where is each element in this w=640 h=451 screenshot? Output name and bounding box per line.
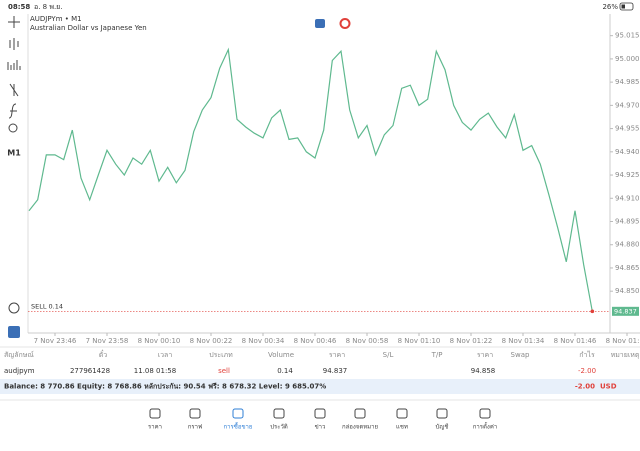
x-tick-label: 8 Nov 01:58 — [606, 337, 640, 345]
battery-level — [621, 4, 625, 9]
price-tag-label: 94.837 — [614, 307, 637, 315]
y-tick-label: 94.910 — [615, 194, 640, 202]
trade-tool[interactable] — [8, 302, 20, 314]
column-header: เวลา — [158, 351, 173, 359]
cell-profit[interactable]: -2.00 — [578, 367, 596, 375]
column-header: ประเภท — [209, 351, 233, 359]
nav-label[interactable]: กราฟ — [188, 424, 202, 431]
y-tick-label: 94.880 — [615, 241, 640, 249]
bottom-nav: ราคา กราฟ การซื้อขาย ประวัติ ข่าว กล่องจดหมาย… — [148, 408, 497, 431]
y-tick-label: 94.925 — [615, 171, 640, 179]
column-header: Volume — [268, 351, 294, 359]
column-header: ราคา — [329, 351, 345, 359]
indicator-tool[interactable] — [7, 60, 21, 70]
left-toolbar — [7, 16, 21, 314]
column-header: ตั๋ว — [99, 350, 108, 359]
signal-button[interactable] — [339, 18, 351, 29]
x-tick-label: 7 Nov 23:58 — [86, 337, 129, 345]
status-date: อ. 8 พ.ย. — [34, 3, 63, 11]
balance-text: Balance: 8 770.86 Equity: 8 768.86 หลักป… — [4, 383, 326, 391]
y-tick-label: 94.850 — [615, 287, 640, 295]
x-tick-label: 8 Nov 01:46 — [554, 337, 597, 345]
balance-bar — [0, 379, 640, 394]
x-tick-label: 8 Nov 01:34 — [502, 337, 545, 345]
x-tick-label: 8 Nov 00:10 — [138, 337, 181, 345]
nav-icon[interactable] — [436, 408, 448, 419]
column-header: S/L — [383, 351, 394, 359]
crosshair-tool[interactable] — [8, 16, 20, 28]
battery-icon — [619, 2, 634, 11]
column-header: ราคา — [477, 351, 493, 359]
position-label: SELL 0.14 — [31, 302, 63, 310]
y-tick-label: 95.015 — [615, 32, 640, 40]
cell-time[interactable]: 11.08 01:58 — [134, 367, 176, 375]
balance-profit: -2.00 — [575, 383, 595, 391]
x-tick-label: 8 Nov 01:10 — [398, 337, 441, 345]
function-tool[interactable] — [8, 103, 17, 119]
nav-label[interactable]: แชท — [396, 424, 408, 431]
nav-icon[interactable] — [314, 408, 326, 419]
y-tick-label: 94.955 — [615, 125, 640, 133]
cell-type[interactable]: sell — [218, 367, 230, 375]
cell-ticket[interactable]: 277961428 — [70, 367, 110, 375]
balance-currency: USD — [600, 383, 617, 391]
nav-icon[interactable] — [232, 408, 244, 419]
nav-label[interactable]: ราคา — [148, 424, 162, 431]
column-header: หมายเหตุ — [611, 351, 640, 359]
last-point — [590, 309, 595, 314]
x-tick-label: 8 Nov 00:58 — [346, 337, 389, 345]
y-tick-label: 94.895 — [615, 218, 640, 226]
positions-table: สัญลักษณ์ ตั๋ว เวลา ประเภท Volume ราคา S/L T/P ร… — [4, 350, 640, 375]
chart-title: AUDJPYm • M1 — [30, 15, 82, 23]
nav-label[interactable]: กล่องจดหมาย — [342, 424, 378, 431]
nav-icon[interactable] — [189, 408, 201, 419]
column-header: สัญลักษณ์ — [4, 351, 34, 359]
x-tick-label: 8 Nov 00:46 — [294, 337, 337, 345]
cell-symbol[interactable]: audjpym — [4, 367, 35, 375]
nav-icon[interactable] — [354, 408, 366, 419]
nav-label[interactable]: การซื้อขาย — [224, 421, 253, 431]
x-tick-label: 8 Nov 00:22 — [190, 337, 233, 345]
nav-label[interactable]: บัญชี — [436, 423, 449, 431]
column-header: T/P — [431, 351, 443, 359]
cell-price-current[interactable]: 94.858 — [471, 367, 496, 375]
price-tag — [612, 306, 639, 316]
chart-subtitle: Australian Dollar vs Japanese Yen — [30, 24, 147, 32]
drawing-tool[interactable] — [9, 83, 19, 97]
y-tick-label: 94.865 — [615, 264, 640, 272]
nav-icon[interactable] — [396, 408, 408, 419]
column-header: กำไร — [579, 350, 595, 359]
status-time: 08:58 — [8, 3, 30, 11]
y-tick-label: 94.970 — [615, 101, 640, 109]
one-click-toggle[interactable] — [8, 326, 20, 338]
y-tick-label: 95.000 — [615, 55, 640, 63]
object-tool[interactable] — [8, 123, 18, 133]
x-tick-label: 8 Nov 00:34 — [242, 337, 285, 345]
column-header: Swap — [511, 351, 530, 359]
nav-icon[interactable] — [273, 408, 285, 419]
cell-volume[interactable]: 0.14 — [277, 367, 293, 375]
y-tick-label: 94.940 — [615, 148, 640, 156]
timeframe-button[interactable]: M1 — [7, 149, 21, 158]
x-tick-label: 7 Nov 23:46 — [34, 337, 77, 345]
status-battery: 26% — [602, 3, 618, 11]
nav-icon[interactable] — [479, 408, 491, 419]
cell-price[interactable]: 94.837 — [323, 367, 348, 375]
chart-type-tool[interactable] — [9, 38, 19, 50]
nav-icon[interactable] — [149, 408, 161, 419]
nav-label[interactable]: การตั้งค่า — [473, 421, 497, 431]
nav-label[interactable]: ข่าว — [315, 424, 326, 431]
x-tick-label: 8 Nov 01:22 — [450, 337, 493, 345]
chart: 95.015 95.000 94.985 94.970 94.955 94.940 94.9… — [28, 32, 640, 345]
quick-trade-button[interactable] — [315, 19, 325, 28]
y-tick-label: 94.985 — [615, 78, 640, 86]
price-line — [28, 47, 593, 312]
nav-label[interactable]: ประวัติ — [270, 424, 288, 431]
